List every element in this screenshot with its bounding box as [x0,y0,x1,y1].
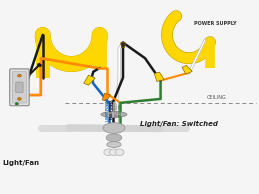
Polygon shape [121,43,125,48]
Ellipse shape [106,134,122,142]
Circle shape [115,149,124,156]
Ellipse shape [38,63,41,67]
Text: CEILING: CEILING [207,95,227,100]
Text: POWER SUPPLY: POWER SUPPLY [194,21,237,26]
Circle shape [104,149,113,156]
Circle shape [18,98,21,100]
Circle shape [110,149,118,156]
FancyBboxPatch shape [10,69,29,106]
Polygon shape [84,75,95,85]
Ellipse shape [103,123,125,133]
Text: LIGHT POWER: LIGHT POWER [106,98,110,121]
Polygon shape [182,65,192,74]
Polygon shape [154,72,164,81]
FancyBboxPatch shape [12,72,26,103]
Text: Light/Fan: Light/Fan [3,160,40,166]
Text: Light/Fan: Switched: Light/Fan: Switched [140,121,218,127]
FancyBboxPatch shape [16,82,23,93]
Polygon shape [102,93,111,101]
Text: NEUTRAL: NEUTRAL [114,102,118,117]
Text: FAN POWER: FAN POWER [110,100,114,120]
Text: GROUND: GROUND [118,102,123,117]
Ellipse shape [101,112,127,117]
Circle shape [18,74,21,77]
Ellipse shape [107,142,121,147]
Circle shape [15,103,18,105]
